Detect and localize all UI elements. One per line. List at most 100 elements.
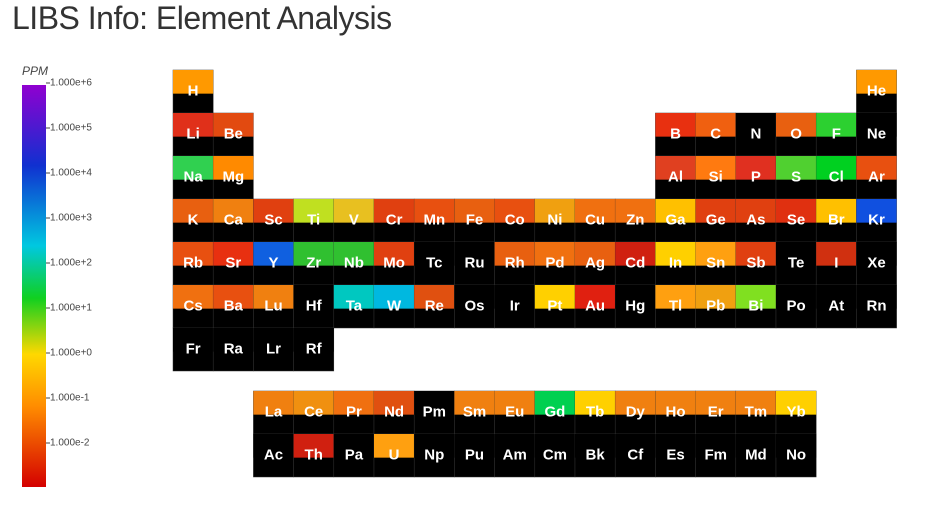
element-symbol: Sb [746, 254, 765, 271]
element-color [816, 242, 857, 266]
element-symbol: La [265, 403, 283, 420]
element-symbol: K [188, 211, 199, 228]
element-symbol: S [791, 168, 801, 185]
element-symbol: Xe [867, 254, 885, 271]
colorbar-tick-label: 1.000e+1 [50, 303, 92, 314]
element-symbol: Na [184, 168, 204, 185]
element-color [213, 242, 254, 266]
element-symbol: Zr [306, 254, 321, 271]
element-symbol: Kr [868, 211, 885, 228]
element-color [333, 242, 374, 266]
element-color [454, 285, 495, 309]
element-symbol: Pb [706, 297, 725, 314]
element-color [615, 242, 656, 266]
element-symbol: Pu [465, 446, 484, 463]
element-symbol: Ge [706, 211, 726, 228]
element-color [816, 199, 857, 223]
element-symbol: Yb [787, 403, 806, 420]
element-color [776, 242, 817, 266]
element-symbol: Gd [544, 403, 565, 420]
element-symbol: Th [305, 446, 323, 463]
element-color [534, 434, 575, 458]
element-symbol: Cf [627, 446, 644, 463]
element-color [494, 285, 535, 309]
element-color [374, 434, 415, 458]
element-color [655, 242, 696, 266]
element-color [454, 391, 495, 415]
element-symbol: Nd [384, 403, 404, 420]
element-symbol: Tm [745, 403, 768, 420]
element-color [856, 156, 897, 180]
element-color [494, 391, 535, 415]
element-color [695, 199, 736, 223]
colorbar-tick-label: 1.000e+6 [50, 78, 92, 89]
element-symbol: Np [424, 446, 444, 463]
element-symbol: As [746, 211, 765, 228]
element-color [615, 434, 656, 458]
element-symbol: Cs [184, 297, 203, 314]
element-symbol: Es [666, 446, 684, 463]
element-color [414, 434, 455, 458]
element-color [173, 156, 214, 180]
colorbar-tick-label: 1.000e+4 [50, 168, 92, 179]
element-symbol: Rh [505, 254, 525, 271]
element-color [173, 199, 214, 223]
element-symbol: Rb [183, 254, 203, 271]
element-color [293, 391, 334, 415]
element-color [213, 285, 254, 309]
element-color [776, 391, 817, 415]
element-color [454, 242, 495, 266]
element-symbol: Mo [383, 254, 405, 271]
colorbar [22, 85, 46, 487]
element-symbol: Si [709, 168, 723, 185]
element-symbol: Li [186, 125, 199, 142]
element-symbol: Pr [346, 403, 362, 420]
element-color [816, 156, 857, 180]
element-symbol: At [828, 297, 844, 314]
element-color [333, 285, 374, 309]
element-color [213, 113, 254, 137]
element-symbol: Dy [626, 403, 646, 420]
element-color [213, 156, 254, 180]
element-symbol: Be [224, 125, 243, 142]
element-color [293, 328, 334, 352]
element-color [695, 434, 736, 458]
element-color [816, 285, 857, 309]
element-color [253, 328, 294, 352]
element-symbol: Hf [306, 297, 323, 314]
element-color [735, 242, 776, 266]
element-symbol: Cd [625, 254, 645, 271]
element-color [735, 391, 776, 415]
element-symbol: Eu [505, 403, 524, 420]
element-color [374, 285, 415, 309]
element-symbol: Cu [585, 211, 605, 228]
element-symbol: N [750, 125, 761, 142]
element-color [695, 242, 736, 266]
element-color [695, 113, 736, 137]
element-color [776, 113, 817, 137]
element-symbol: Bi [748, 297, 763, 314]
element-symbol: C [710, 125, 721, 142]
element-symbol: Re [425, 297, 444, 314]
colorbar-tick-label: 1.000e+2 [50, 258, 92, 269]
element-symbol: Fr [186, 340, 201, 357]
element-symbol: Ho [666, 403, 686, 420]
element-color [575, 242, 616, 266]
element-color [655, 285, 696, 309]
element-color [333, 391, 374, 415]
element-symbol: Te [788, 254, 804, 271]
element-color [615, 199, 656, 223]
element-color [856, 113, 897, 137]
element-color [374, 199, 415, 223]
element-symbol: V [349, 211, 359, 228]
element-color [735, 285, 776, 309]
element-symbol: Al [668, 168, 683, 185]
element-color [655, 391, 696, 415]
element-color [655, 156, 696, 180]
element-symbol: Ag [585, 254, 605, 271]
element-color [293, 199, 334, 223]
element-color [615, 285, 656, 309]
element-color [856, 242, 897, 266]
element-color [173, 242, 214, 266]
element-symbol: Se [787, 211, 805, 228]
